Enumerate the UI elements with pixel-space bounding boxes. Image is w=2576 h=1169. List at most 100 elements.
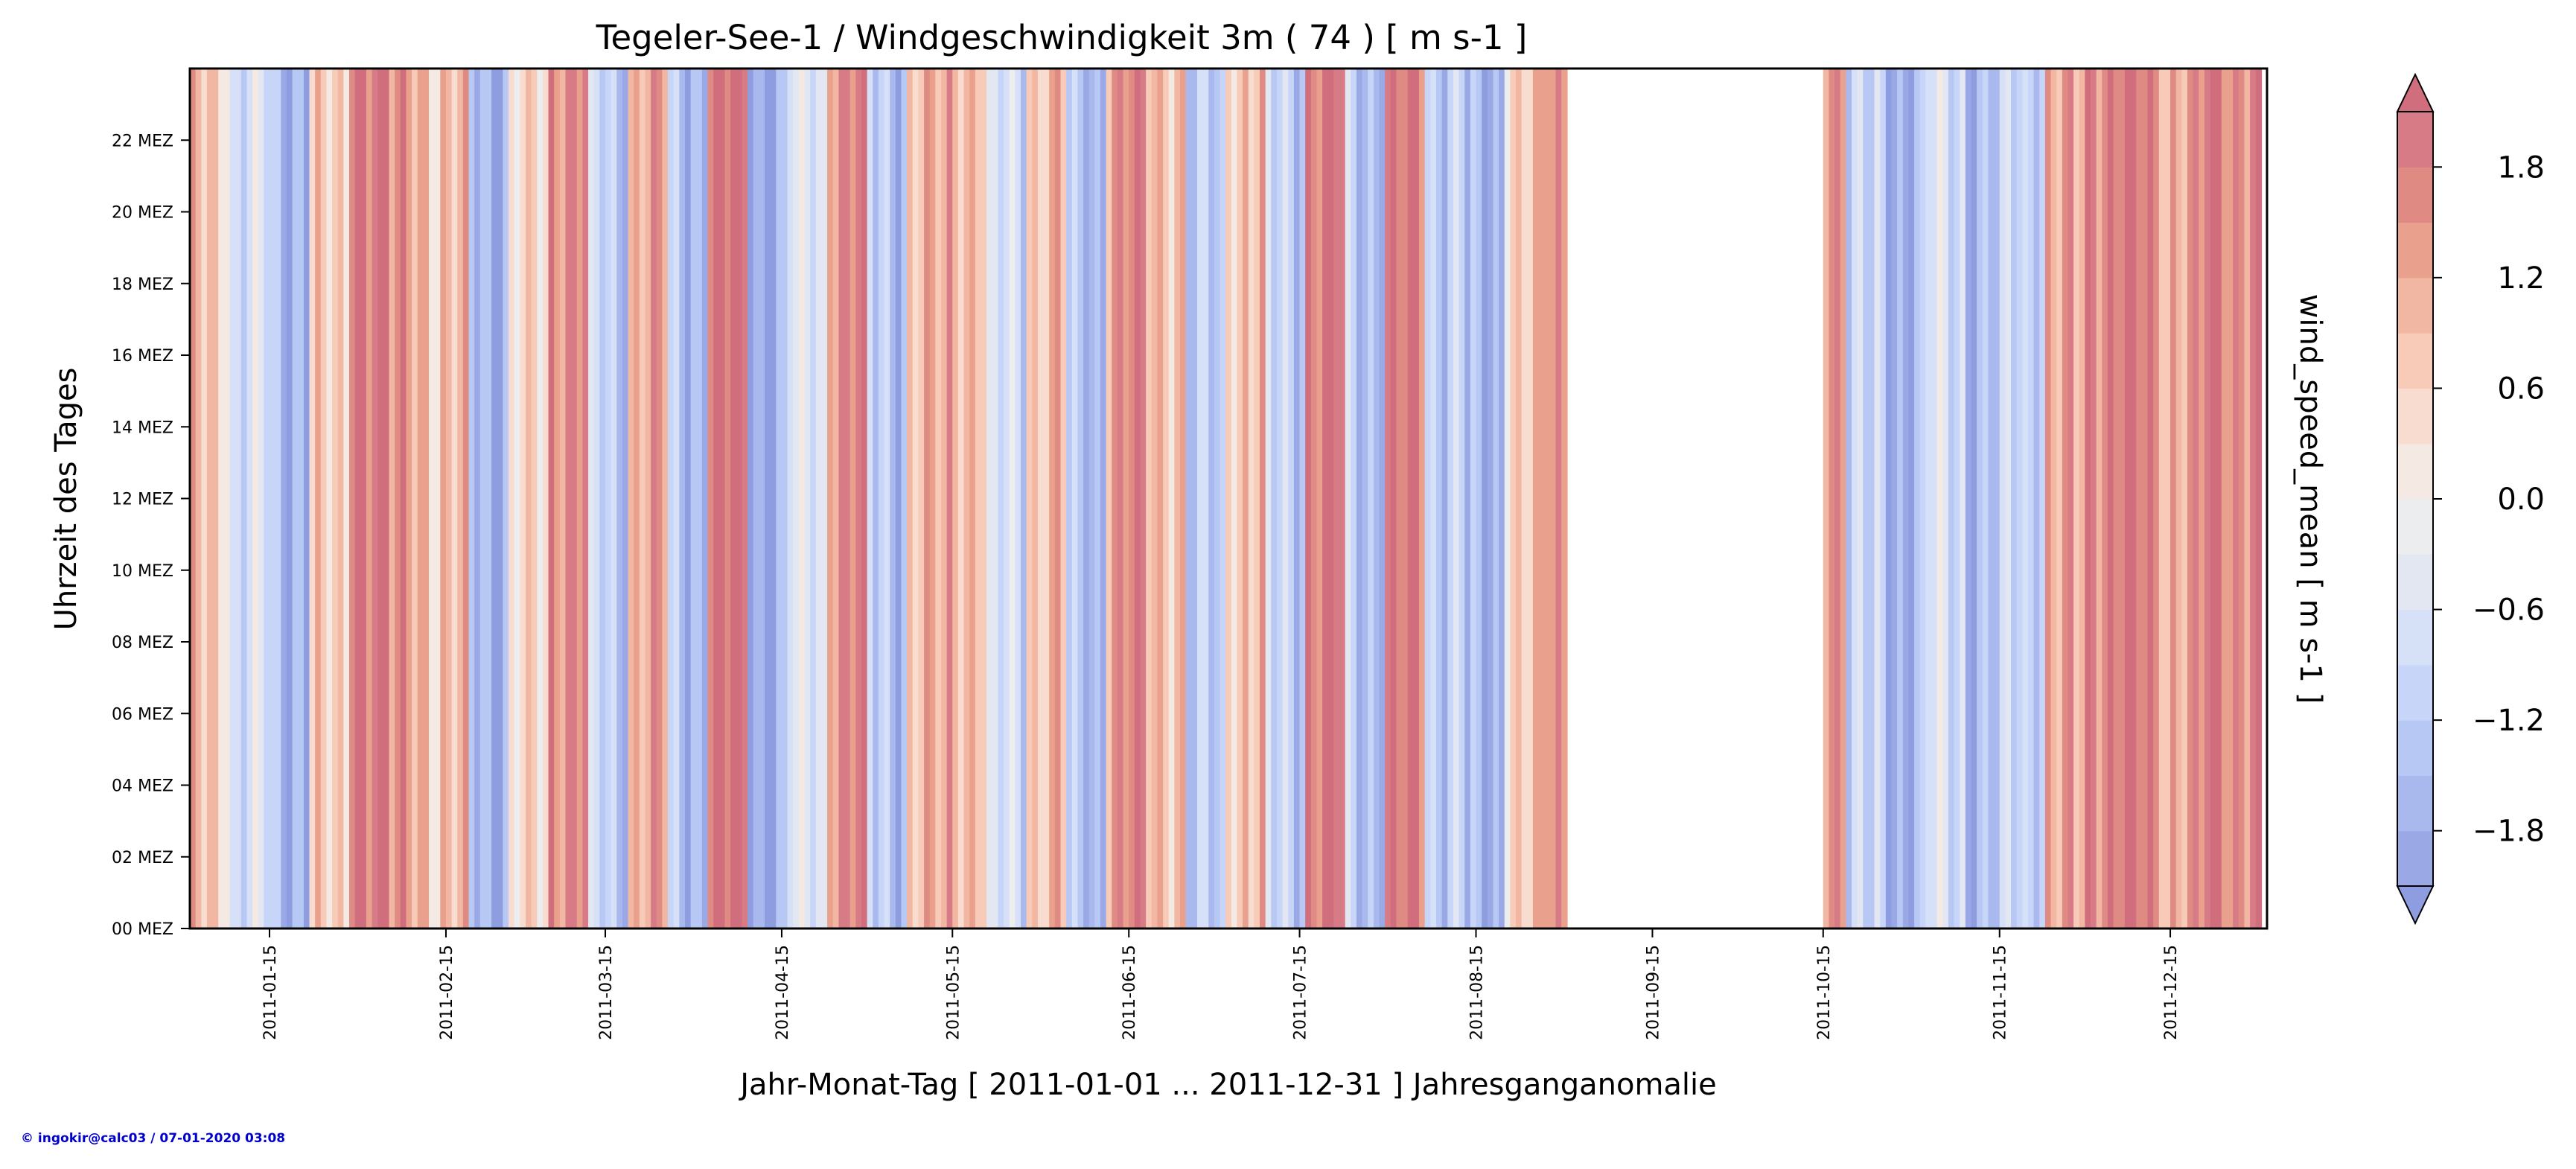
heatmap-day-column — [1009, 69, 1016, 928]
heatmap-day-column — [2113, 69, 2120, 928]
heatmap-day-column — [1293, 69, 1301, 928]
heatmap-day-column — [935, 69, 942, 928]
heatmap-day-column — [2238, 69, 2245, 928]
heatmap-day-column — [1157, 69, 1164, 928]
heatmap-day-column — [514, 69, 521, 928]
heatmap-day-column — [1026, 69, 1033, 928]
heatmap-day-column — [1880, 69, 1887, 928]
heatmap-day-column — [2221, 69, 2228, 928]
heatmap-day-column — [2119, 69, 2126, 928]
heatmap-day-column — [1413, 69, 1420, 928]
heatmap-day-column — [821, 69, 828, 928]
heatmap-day-column — [707, 69, 715, 928]
colorbar-segment — [2397, 499, 2433, 555]
heatmap-day-column — [1351, 69, 1357, 928]
heatmap-day-column — [1299, 69, 1306, 928]
heatmap-day-column — [718, 69, 726, 928]
heatmap-day-column — [309, 69, 316, 928]
heatmap-day-column — [639, 69, 646, 928]
heatmap-day-column — [1208, 69, 1215, 928]
heatmap-day-column — [2153, 69, 2160, 928]
heatmap-day-column — [2244, 69, 2251, 928]
heatmap-day-column — [593, 69, 601, 928]
heatmap-day-column — [1043, 69, 1051, 928]
heatmap-day-column — [2050, 69, 2057, 928]
heatmap-day-column — [2091, 69, 2097, 928]
heatmap-day-column — [2102, 69, 2108, 928]
heatmap-day-column — [2107, 69, 2114, 928]
heatmap-day-column — [1094, 69, 1101, 928]
heatmap-day-column — [770, 69, 777, 928]
heatmap-day-column — [1140, 69, 1147, 928]
heatmap-day-column — [1231, 69, 1238, 928]
heatmap-day-column — [270, 69, 276, 928]
heatmap-day-column — [343, 69, 350, 928]
heatmap-day-column — [337, 69, 345, 928]
heatmap-day-column — [690, 69, 698, 928]
x-tick-label: 2011-12-15 — [2162, 945, 2181, 1040]
x-tick-label: 2011-09-15 — [1645, 945, 1663, 1040]
heatmap-columns — [190, 69, 2263, 928]
heatmap-day-column — [1129, 69, 1135, 928]
heatmap-day-column — [2216, 69, 2222, 928]
heatmap-day-column — [491, 69, 498, 928]
heatmap-day-column — [1476, 69, 1482, 928]
heatmap-day-column — [628, 69, 635, 928]
heatmap-day-column — [1385, 69, 1391, 928]
heatmap-day-column — [1908, 69, 1915, 928]
heatmap-day-column — [423, 69, 430, 928]
heatmap-day-column — [701, 69, 709, 928]
heatmap-day-column — [2056, 69, 2063, 928]
heatmap-day-column — [1163, 69, 1170, 928]
colorbar-tick-label: 1.8 — [2497, 150, 2545, 185]
heatmap-day-column — [2187, 69, 2194, 928]
heatmap-day-column — [315, 69, 322, 928]
heatmap-day-column — [412, 69, 418, 928]
heatmap-day-column — [1379, 69, 1386, 928]
heatmap-day-column — [2141, 69, 2149, 928]
heatmap-day-column — [1248, 69, 1255, 928]
heatmap-day-column — [1874, 69, 1881, 928]
heatmap-day-column — [559, 69, 567, 928]
heatmap-day-column — [804, 69, 811, 928]
heatmap-day-column — [1368, 69, 1374, 928]
colorbar-segment — [2397, 609, 2433, 666]
heatmap-day-column — [451, 69, 459, 928]
heatmap-day-column — [218, 69, 225, 928]
heatmap-day-column — [668, 69, 675, 928]
heatmap-day-column — [377, 69, 384, 928]
x-tick-label: 2011-11-15 — [1992, 945, 2010, 1040]
heatmap-day-column — [867, 69, 874, 928]
heatmap-day-column — [1504, 69, 1511, 928]
heatmap-day-column — [1829, 69, 1835, 928]
heatmap-day-column — [389, 69, 395, 928]
heatmap-day-column — [1857, 69, 1864, 928]
heatmap-day-column — [1356, 69, 1363, 928]
heatmap-day-column — [1327, 69, 1335, 928]
heatmap-day-column — [565, 69, 572, 928]
x-axis-label: Jahr-Monat-Tag [ 2011-01-01 ... 2011-12-… — [738, 1068, 1717, 1102]
heatmap-day-column — [1100, 69, 1107, 928]
heatmap-day-column — [1088, 69, 1096, 928]
heatmap-day-column — [1220, 69, 1226, 928]
heatmap-day-column — [1021, 69, 1027, 928]
heatmap-day-column — [548, 69, 555, 928]
heatmap-day-column — [1077, 69, 1084, 928]
heatmap-day-column — [1840, 69, 1847, 928]
y-tick-label: 22 MEZ — [112, 132, 173, 150]
heatmap-day-column — [787, 69, 794, 928]
heatmap-day-column — [383, 69, 390, 928]
heatmap-day-column — [2124, 69, 2132, 928]
heatmap-day-column — [890, 69, 896, 928]
heatmap-day-column — [1083, 69, 1090, 928]
heatmap-day-column — [1823, 69, 1830, 928]
heatmap-day-column — [201, 69, 208, 928]
heatmap-day-column — [1988, 69, 1995, 928]
heatmap-day-column — [969, 69, 976, 928]
colorbar-segment — [2397, 277, 2433, 334]
heatmap-day-column — [1977, 69, 1983, 928]
heatmap-day-column — [264, 69, 270, 928]
heatmap-day-column — [1544, 69, 1551, 928]
heatmap-day-column — [1982, 69, 1989, 928]
